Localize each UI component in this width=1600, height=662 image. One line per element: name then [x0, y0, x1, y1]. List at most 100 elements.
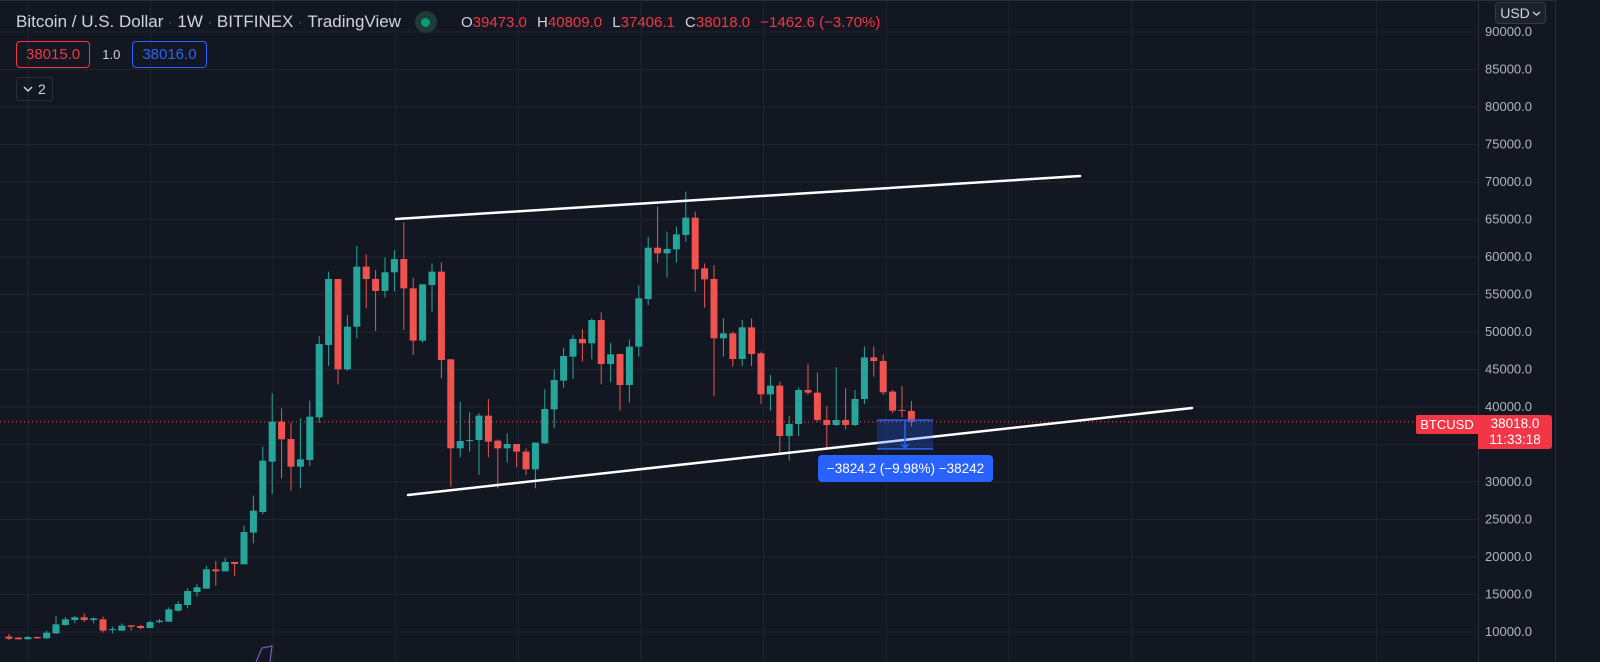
candle-body: [390, 259, 398, 273]
candle: [381, 257, 389, 298]
candle-body: [541, 409, 549, 444]
candle-body: [52, 624, 60, 634]
price-axis-tick: 10000.0: [1485, 624, 1532, 639]
candle-body: [560, 356, 568, 381]
candle-body: [748, 327, 756, 354]
candle-body: [456, 440, 464, 449]
ohlc-values: O39473.0 H40809.0 L37406.1 C38018.0 −146…: [455, 14, 880, 31]
indicators-count: 2: [38, 81, 46, 97]
last-price-tag: 38018.0 11:33:18: [1478, 415, 1552, 449]
candle-body: [851, 398, 859, 425]
chart-legend: Bitcoin / U.S. Dollar · 1W · BITFINEX · …: [16, 11, 880, 33]
candle-body: [419, 284, 427, 341]
trendline-upper[interactable]: [394, 174, 1082, 221]
candle: [832, 367, 840, 426]
candle-body: [306, 416, 314, 461]
candle-body: [663, 248, 671, 254]
candle: [221, 557, 229, 572]
candle-body: [588, 320, 596, 344]
candle: [860, 346, 868, 404]
indicators-toggle-button[interactable]: 2: [16, 77, 53, 101]
symbol-name[interactable]: Bitcoin / U.S. Dollar: [16, 12, 164, 31]
candle: [184, 588, 192, 609]
candle-body: [447, 359, 455, 449]
candle-body: [372, 278, 380, 291]
candle: [644, 236, 652, 305]
candle: [870, 346, 878, 377]
trendline-lower[interactable]: [406, 406, 1194, 497]
candle: [447, 359, 455, 487]
candle-body: [766, 385, 774, 395]
candle: [550, 369, 558, 429]
candle: [231, 561, 239, 576]
market-status-icon[interactable]: [414, 11, 437, 33]
price-axis-tick: 90000.0: [1485, 24, 1532, 39]
candle: [249, 495, 257, 544]
candle: [823, 406, 831, 450]
candle: [33, 636, 41, 639]
candle-body: [795, 389, 803, 424]
candle: [635, 285, 643, 357]
candle-body: [813, 392, 821, 420]
candle: [80, 613, 88, 623]
candle: [259, 446, 267, 515]
candle-body: [503, 443, 511, 449]
candle: [607, 342, 615, 383]
sell-button[interactable]: 38015.0: [16, 41, 91, 68]
price-axis-tick: 50000.0: [1485, 324, 1532, 339]
candle: [701, 263, 709, 308]
candle: [137, 625, 145, 630]
candle-body: [80, 617, 88, 620]
buy-button[interactable]: 38016.0: [132, 41, 207, 68]
candle-body: [343, 326, 351, 370]
candle-body: [137, 626, 145, 629]
candle: [898, 386, 906, 418]
candle-body: [231, 561, 239, 564]
low-key: L: [612, 13, 621, 31]
high-value: 40809.0: [547, 13, 603, 31]
chevron-down-icon: [1532, 11, 1541, 16]
candle-body: [108, 629, 116, 630]
candle: [174, 601, 182, 612]
candle-body: [531, 442, 539, 470]
candle-body: [870, 357, 878, 362]
candle-body: [785, 423, 793, 437]
candle-body: [184, 590, 192, 605]
currency-button[interactable]: USD: [1495, 2, 1546, 24]
candle: [108, 626, 116, 634]
candle: [52, 615, 60, 634]
measure-tool-label[interactable]: −3824.2 (−9.98%) −38242: [818, 455, 993, 482]
candle: [503, 433, 511, 463]
separator: ·: [207, 15, 212, 29]
open-value: 39473.0: [472, 13, 527, 31]
candle: [541, 389, 549, 444]
candle-body: [155, 620, 163, 623]
candle-body: [437, 271, 445, 360]
candle: [672, 226, 680, 263]
candle: [90, 617, 98, 624]
candle: [343, 314, 351, 371]
candle-body: [334, 278, 342, 370]
candle: [842, 388, 850, 430]
candle-body: [362, 266, 370, 279]
candle: [146, 620, 154, 629]
price-axis-tick: 45000.0: [1485, 362, 1532, 377]
candle: [691, 211, 699, 292]
candle: [325, 271, 333, 366]
open-key: O: [460, 13, 473, 31]
candle: [287, 422, 295, 491]
candle-body: [381, 272, 389, 291]
candle: [466, 412, 474, 452]
price-axis-tick: 55000.0: [1485, 287, 1532, 302]
candle: [813, 372, 821, 422]
candle-body: [325, 278, 333, 345]
candle: [155, 619, 163, 624]
candle: [14, 637, 22, 640]
candle: [616, 353, 624, 411]
candle: [513, 443, 521, 468]
interval-label[interactable]: 1W: [177, 12, 203, 31]
currency-label: USD: [1500, 5, 1530, 21]
candle-body: [879, 361, 887, 393]
candle: [729, 332, 737, 367]
